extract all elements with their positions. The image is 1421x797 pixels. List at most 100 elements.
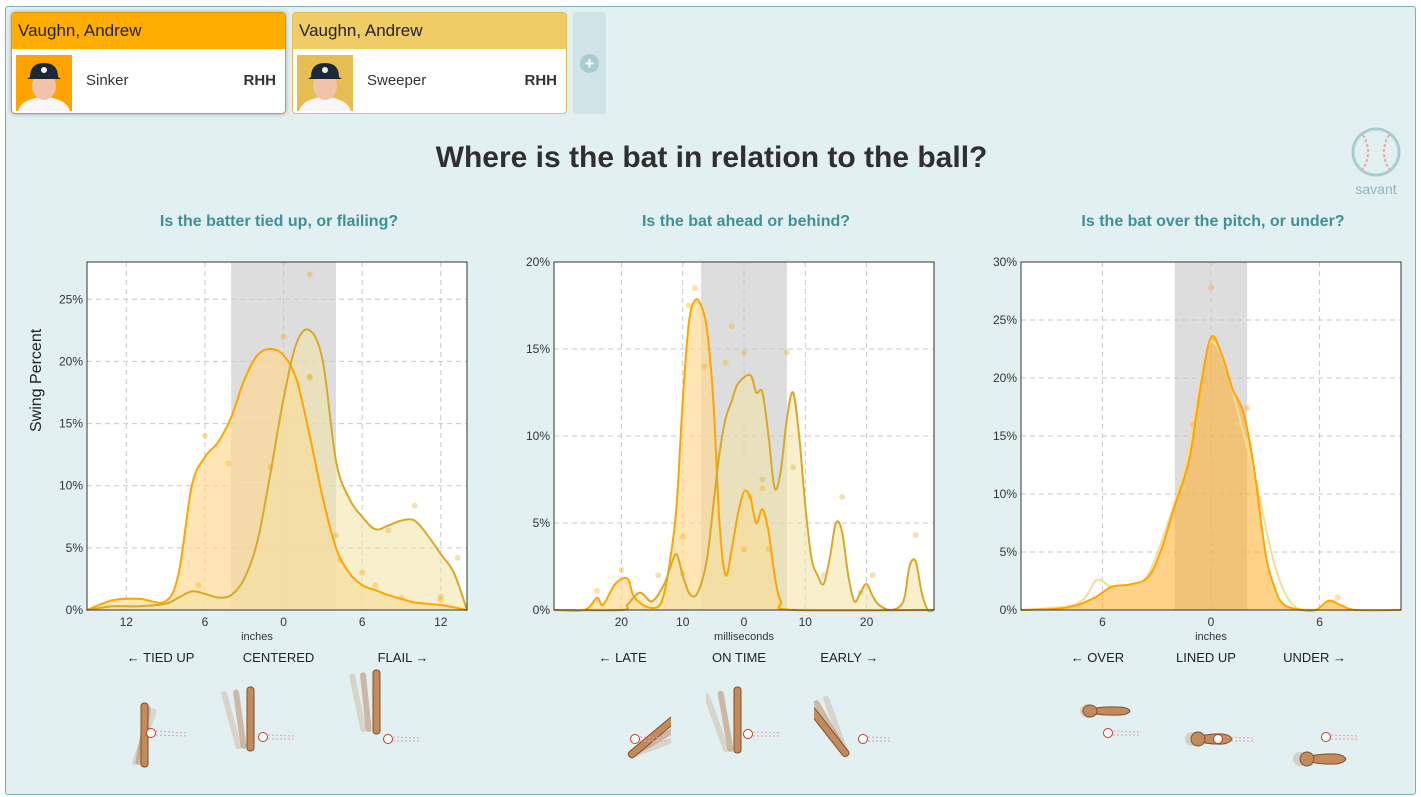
series-point: [747, 493, 754, 500]
x-tick-label: 6: [359, 615, 366, 629]
series-point: [1180, 485, 1187, 492]
bat-on-time-icon: [706, 686, 782, 754]
y-tick-label: 15%: [526, 342, 550, 356]
series-line-1: [1020, 340, 1402, 612]
player-name: Vaughn, Andrew: [12, 13, 285, 49]
player-photo: [297, 55, 353, 111]
zone-label: ← LATE: [598, 650, 647, 665]
series-point: [336, 557, 343, 564]
y-tick-label: 10%: [59, 479, 83, 493]
x-tick-label: 6: [1099, 615, 1106, 629]
series-point: [359, 569, 366, 576]
y-tick-label: 10%: [526, 429, 550, 443]
series-point: [655, 572, 662, 579]
x-tick-label: 12: [120, 615, 134, 629]
x-axis-unit-2: milliseconds: [714, 631, 774, 643]
bat-flail-icon: [349, 669, 422, 744]
series-point: [691, 285, 698, 292]
series-point: [306, 374, 313, 381]
series-point: [306, 271, 313, 278]
series-point: [306, 373, 313, 380]
y-tick-label: 0%: [533, 603, 551, 617]
y-tick-label: 5%: [66, 541, 84, 555]
player-card-1[interactable]: Vaughn, Andrew Sinker RHH: [11, 12, 286, 114]
bat-early-icon: [814, 695, 893, 758]
series-point: [679, 533, 686, 540]
player-name: Vaughn, Andrew: [293, 13, 566, 49]
series-point: [790, 464, 797, 471]
series-point: [398, 594, 405, 601]
chart-3-title: Is the bat over the pitch, or under?: [1081, 213, 1345, 230]
series-point: [1208, 284, 1214, 291]
y-tick-label: 5%: [1000, 545, 1018, 559]
series-point: [701, 363, 708, 370]
y-tick-label: 15%: [993, 429, 1017, 443]
series-point: [741, 546, 747, 553]
zone-label: ON TIME: [712, 650, 766, 665]
series-point: [593, 587, 600, 594]
series-point: [783, 349, 790, 356]
series-point: [385, 527, 392, 534]
series-point: [1235, 421, 1242, 428]
series-point: [728, 323, 735, 330]
y-axis-label: Swing Percent: [28, 328, 45, 432]
y-tick-label: 25%: [59, 292, 83, 306]
x-tick-label: 0: [741, 615, 748, 629]
y-tick-label: 0%: [66, 603, 84, 617]
series-area-2: [1021, 336, 1401, 611]
x-tick-label: 0: [280, 615, 287, 629]
series-point: [225, 460, 232, 467]
series-point: [618, 566, 625, 573]
zone-label: CENTERED: [242, 650, 315, 665]
pitch-type: Sweeper: [367, 72, 427, 89]
series-point: [685, 302, 692, 309]
player-card-2[interactable]: Vaughn, Andrew Sweeper RHH: [292, 12, 567, 114]
logo-text: savant: [1355, 181, 1397, 197]
x-tick-label: 6: [1316, 615, 1323, 629]
series-point: [759, 485, 766, 492]
baseball-icon: [1351, 127, 1401, 177]
zone-label: UNDER →: [1283, 650, 1346, 665]
x-axis-unit-3: inches: [1195, 631, 1227, 643]
batter-hand: RHH: [524, 72, 558, 89]
bat-centered-icon: [221, 686, 297, 752]
y-tick-label: 20%: [993, 371, 1017, 385]
bat-lined-up-icon: [1185, 731, 1254, 747]
x-tick-label: 10: [676, 615, 690, 629]
zone-label: ← OVER: [1070, 650, 1125, 665]
series-point: [1244, 405, 1251, 412]
y-tick-label: 30%: [993, 255, 1017, 269]
page-title: Where is the bat in relation to the ball…: [435, 141, 988, 174]
x-tick-label: 12: [434, 615, 448, 629]
y-tick-label: 20%: [59, 354, 83, 368]
bat-over-icon: [1080, 704, 1141, 738]
y-tick-label: 15%: [59, 417, 83, 431]
savant-logo: savant: [1349, 127, 1403, 197]
app-frame: Vaughn, Andrew Sinker RHH Vaughn, Andrew…: [5, 6, 1416, 795]
series-line-1: [553, 298, 935, 612]
y-tick-label: 0%: [1000, 603, 1018, 617]
series-point: [759, 476, 766, 483]
player-photo: [16, 55, 72, 111]
pitch-type: Sinker: [86, 72, 129, 89]
chart-1-title: Is the batter tied up, or flailing?: [159, 213, 399, 230]
series-area-2: [87, 329, 467, 610]
chart-tied-up-flail: 0% 5% 10% 15% 20% 25% 12 6 0 6 12: [59, 261, 468, 629]
y-tick-label: 25%: [993, 313, 1017, 327]
x-tick-label: 20: [860, 615, 874, 629]
series-point: [839, 493, 846, 500]
series-line-1: [86, 347, 468, 611]
series-line-2: [553, 373, 935, 613]
x-tick-label: 10: [799, 615, 813, 629]
chart-over-under: 0% 5% 10% 15% 20% 25% 30% 6 0 6: [993, 255, 1402, 629]
x-tick-label: 6: [202, 615, 209, 629]
x-tick-label: 20: [615, 615, 629, 629]
series-point: [857, 589, 864, 596]
series-point: [912, 532, 919, 539]
plus-icon: +: [580, 54, 599, 73]
add-player-button[interactable]: +: [573, 12, 606, 114]
y-tick-label: 10%: [993, 487, 1017, 501]
y-tick-label: 20%: [526, 255, 550, 269]
bat-late-icon: [627, 713, 671, 759]
bat-under-icon: [1293, 732, 1359, 767]
